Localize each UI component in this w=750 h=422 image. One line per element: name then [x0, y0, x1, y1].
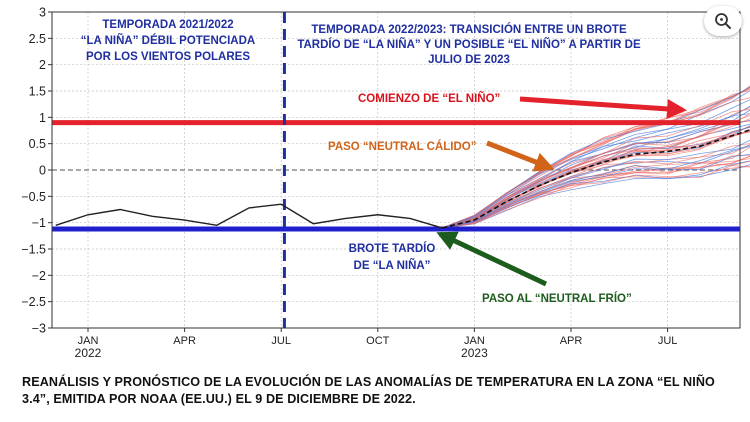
y-tick-label: −3 — [32, 322, 46, 336]
ensemble-member — [442, 160, 750, 229]
ensemble-member — [442, 143, 750, 229]
zoom-image-icon — [715, 13, 731, 29]
brote-tardio-label: BROTE TARDÍO — [349, 242, 436, 255]
comienzo-el-nino-label: COMIENZO DE “EL NIÑO” — [358, 92, 500, 105]
season-2022-label: JULIO DE 2023 — [428, 54, 510, 66]
figure-caption: REANÁLISIS Y PRONÓSTICO DE LA EVOLUCIÓN … — [22, 375, 715, 406]
y-tick-label: −1.5 — [21, 243, 46, 257]
y-tick-label: 2.5 — [29, 32, 46, 46]
y-tick-label: 1.5 — [29, 85, 46, 99]
x-tick-year: 2023 — [461, 346, 488, 360]
x-tick-label: OCT — [366, 335, 390, 347]
y-tick-label: 0 — [39, 164, 46, 178]
neutral-calido-label: PASO “NEUTRAL CÁLIDO” — [328, 140, 476, 153]
forecast-mean-line — [442, 129, 750, 229]
ensemble-member — [442, 139, 750, 229]
y-tick-label: −2.5 — [21, 295, 46, 309]
neutral-frio-arrow — [436, 231, 548, 287]
season-2021-label: POR LOS VIENTOS POLARES — [86, 51, 250, 63]
brote-tardio-label: DE “LA NIÑA” — [354, 259, 431, 272]
annotations: TEMPORADA 2021/2022 “LA NIÑA” DÉBIL POTEN… — [81, 19, 687, 305]
zoom-image-button[interactable] — [704, 6, 742, 36]
y-tick-label: 2 — [39, 58, 46, 72]
ensemble-member — [442, 144, 750, 229]
season-2022-label: TEMPORADA 2022/2023: TRANSICIÓN ENTRE UN… — [311, 23, 627, 36]
x-tick-label: JAN — [464, 335, 485, 347]
y-tick-label: 0.5 — [29, 137, 46, 151]
y-tick-label: 3 — [39, 6, 46, 20]
ensemble-member — [442, 165, 750, 229]
observed-anomaly-line — [55, 203, 443, 229]
season-2022-label: TARDÍO DE “LA NIÑA” Y UN POSIBLE “EL NIÑ… — [297, 38, 641, 51]
neutral-frio-label: PASO AL “NEUTRAL FRÍO” — [482, 292, 632, 305]
el-nino-arrow — [519, 96, 687, 119]
y-axis-ticks: −3 −2.5 −2 −1.5 −1 −0.5 0 0.5 1 1.5 2 2.5 3 — [21, 6, 52, 336]
y-tick-label: −1 — [32, 216, 46, 230]
ensemble-member — [442, 120, 750, 229]
grid-lines — [52, 12, 740, 328]
ensemble-member — [442, 86, 750, 229]
x-tick-label: JAN — [78, 335, 99, 347]
x-tick-label: APR — [560, 335, 583, 347]
season-2021-label: “LA NIÑA” DÉBIL POTENCIADA — [81, 34, 255, 47]
threshold-lines — [52, 12, 740, 328]
enso-forecast-chart: −3−2.5−2−1.5−1−0.500.511.522.53 JAN2022A… — [21, 6, 750, 360]
x-tick-label: APR — [173, 335, 196, 347]
y-tick-label: −2 — [32, 269, 46, 283]
x-tick-label: JUL — [271, 335, 291, 347]
y-tick-label: −0.5 — [21, 190, 46, 204]
data-series — [55, 129, 750, 229]
season-2021-label: TEMPORADA 2021/2022 — [102, 19, 233, 31]
y-tick-label: 1 — [39, 111, 46, 125]
neutral-calido-arrow — [486, 140, 555, 172]
x-tick-year: 2022 — [75, 346, 102, 360]
x-tick-label: JUL — [658, 335, 678, 347]
ensemble-member — [442, 97, 750, 229]
